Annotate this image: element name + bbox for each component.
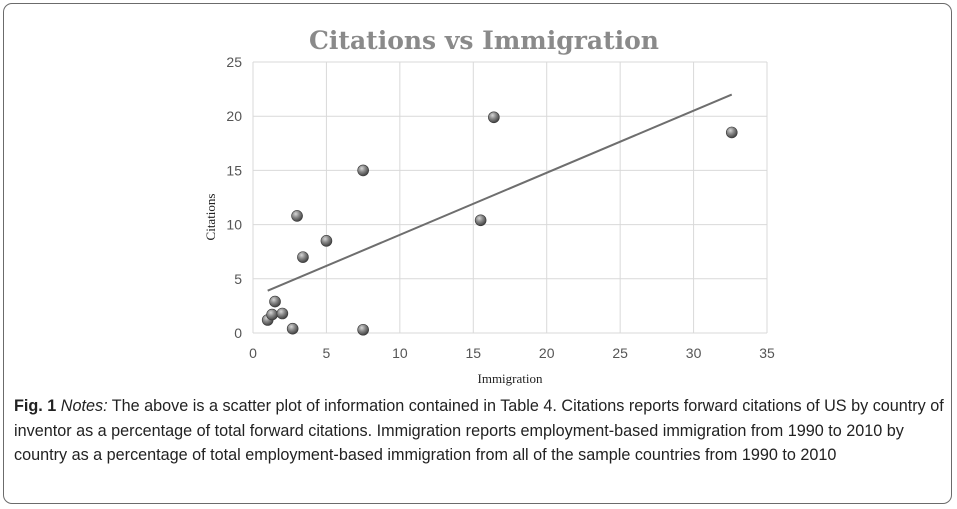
data-point xyxy=(357,323,369,336)
data-point xyxy=(266,308,278,321)
y-tick-label: 0 xyxy=(234,325,242,341)
data-point xyxy=(297,251,309,263)
caption-text: The above is a scatter plot of informati… xyxy=(14,397,944,464)
y-tick-label: 25 xyxy=(226,54,242,70)
x-axis-title: Immigration xyxy=(478,371,543,386)
figure-label: Fig. 1 xyxy=(14,397,57,415)
y-tick-label: 15 xyxy=(226,162,242,178)
notes-label: Notes: xyxy=(60,397,108,415)
data-point xyxy=(488,111,500,124)
x-tick-label: 30 xyxy=(686,345,702,361)
y-tick-label: 20 xyxy=(226,108,242,124)
data-point xyxy=(276,307,289,320)
grid-lines xyxy=(252,61,768,334)
tick-labels: 0 5 10 15 20 25 0 5 10 15 20 25 30 35 xyxy=(226,54,775,361)
x-tick-label: 35 xyxy=(759,345,775,361)
figure-caption: Fig. 1 Notes: The above is a scatter plo… xyxy=(14,394,944,468)
data-point xyxy=(320,235,333,247)
data-point xyxy=(269,295,281,308)
y-tick-label: 10 xyxy=(226,217,242,233)
data-points xyxy=(261,111,738,336)
data-point xyxy=(725,126,738,139)
chart-title: Citations vs Immigration xyxy=(309,26,659,55)
x-tick-label: 5 xyxy=(323,345,331,361)
x-tick-label: 10 xyxy=(392,345,408,361)
data-point xyxy=(357,164,369,177)
figure-frame xyxy=(3,3,952,504)
y-axis-title: Citations xyxy=(203,194,218,241)
trendline xyxy=(267,93,733,292)
x-tick-label: 0 xyxy=(249,345,257,361)
scatter-chart: Citations vs Immigration 0 5 10 15 20 25 0 5 10 1… xyxy=(203,26,775,386)
x-tick-label: 25 xyxy=(612,345,628,361)
data-point xyxy=(474,214,487,227)
x-tick-label: 20 xyxy=(539,345,555,361)
y-tick-label: 5 xyxy=(234,271,242,287)
data-point xyxy=(286,322,299,335)
data-point xyxy=(291,210,303,222)
x-tick-label: 15 xyxy=(465,345,481,361)
